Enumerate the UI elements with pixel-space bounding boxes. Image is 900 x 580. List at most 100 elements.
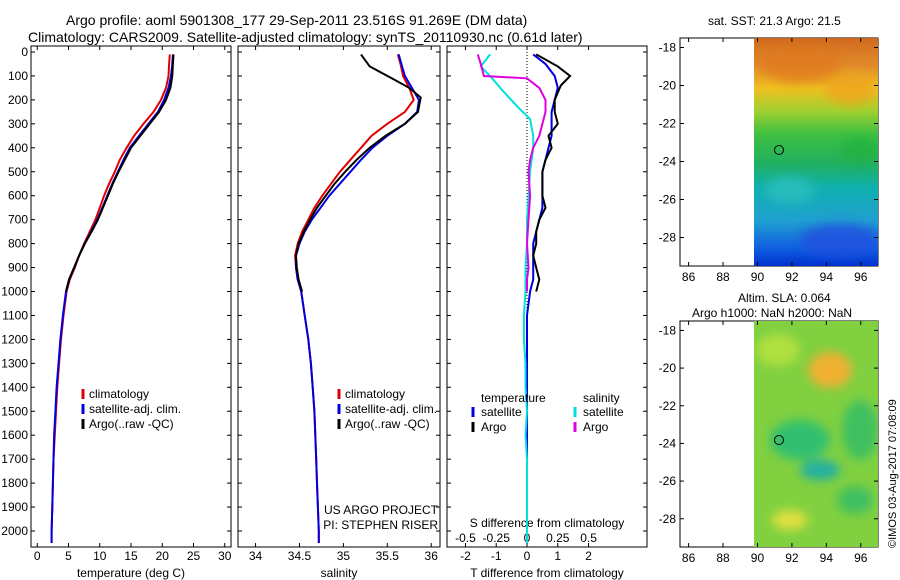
y-tick-label: 1700 [1,452,28,466]
map-y-tick-label: -20 [659,79,677,93]
x-tick-label: 25 [187,549,201,563]
x-tick-label: 0 [524,549,531,563]
series-argo [65,54,175,292]
y-tick-label: 1800 [1,476,28,490]
y-tick-label: 600 [8,189,28,203]
x-tick-label: 35 [337,549,351,563]
x-tick-label: 1 [554,549,561,563]
x-tick-label: 34.5 [288,549,312,563]
panel-frame [446,45,648,548]
temperature-panel: 0100200300400500600700800900100011001200… [1,45,231,580]
y-tick-label: 500 [8,165,28,179]
y-tick-label: 1300 [1,356,28,370]
map-x-tick-label: 90 [751,551,765,565]
map-x-tick-label: 86 [682,551,696,565]
map-y-tick-label: -24 [659,155,677,169]
series-t-argo [532,53,572,292]
map-y-tick-label: -22 [659,117,677,131]
map-x-tick-label: 88 [716,551,730,565]
legend-label: satellite-adj. clim. [345,402,437,416]
series-s-satellite [479,53,535,543]
s-tick-label: -0.25 [483,531,511,545]
legend-heading-salinity: salinity [583,391,620,405]
x-tick-label: 30 [218,549,232,563]
footer-stamp: ©IMOS 03-Aug-2017 07:08:09 [887,399,899,548]
map-y-tick-label: -26 [659,474,677,488]
title-line-2: Climatology: CARS2009. Satellite-adjuste… [28,29,583,45]
x-tick-label: 20 [156,549,170,563]
difference-panel: -2 -1 0 1 2 T difference from climatology -0.5… [446,45,648,580]
series-s-argo [476,54,547,292]
map-x-tick-label: 92 [785,270,799,284]
legend-label: satellite [583,405,624,419]
legend-heading-temperature: temperature [481,391,546,405]
x-tick-label: 34 [249,549,263,563]
map-x-tick-label: 92 [785,551,799,565]
credit-text: PI: STEPHEN RISER [323,518,438,532]
legend-label: climatology [89,387,149,401]
y-tick-label: 200 [8,93,28,107]
legend-label: climatology [345,387,405,401]
sst-map-title: sat. SST: 21.3 Argo: 21.5 [708,14,841,28]
s-axis-label: S difference from climatology [470,516,625,530]
map-y-tick-label: -18 [659,41,677,55]
x-tick-label: 10 [93,549,107,563]
y-tick-label: 1100 [2,308,28,322]
legend-label: Argo [481,420,507,434]
map-x-tick-label: 94 [820,551,834,565]
x-tick-label: 35.5 [376,549,400,563]
s-tick-label: -0.5 [455,531,476,545]
sst-argo-marker [774,145,784,155]
sst-map: sat. SST: 21.3 Argo: 21.5 86 88 90 92 94 96 -1… [659,14,879,284]
y-tick-label: 400 [8,141,28,155]
y-tick-label: 100 [8,69,28,83]
x-tick-label: -2 [460,549,471,563]
map-y-tick-label: -26 [659,193,677,207]
y-tick-label: 1400 [1,380,28,394]
legend-label: satellite [481,405,522,419]
y-tick-label: 1200 [1,332,28,346]
y-tick-label: 900 [8,261,28,275]
sla-map-title: Altim. SLA: 0.064 [738,291,831,305]
panel-frame [30,45,232,548]
x-axis-label: T difference from climatology [470,566,624,580]
map-y-tick-label: -24 [659,436,677,450]
y-tick-label: 700 [8,213,28,227]
map-x-tick-label: 94 [820,270,834,284]
y-tick-label: 1500 [1,404,28,418]
x-axis-label: temperature (deg C) [77,566,185,580]
x-tick-label: 2 [585,549,592,563]
map-y-tick-label: -18 [659,323,677,337]
sla-argo-marker [774,435,784,445]
x-tick-label: 0 [34,549,41,563]
s-tick-label: 0.25 [546,531,570,545]
map-y-tick-label: -28 [659,512,677,526]
x-tick-label: 15 [124,549,138,563]
legend-label: Argo(..raw -QC) [345,417,430,431]
legend-label: Argo(..raw -QC) [89,417,174,431]
y-tick-label: 1000 [1,285,28,299]
x-axis-label: salinity [321,566,358,580]
x-tick-label: -1 [491,549,502,563]
salinity-panel: 34 34.5 35 35.5 36 salinity climatologysatelli… [237,45,441,580]
y-tick-label: 0 [21,45,28,59]
panel-frame [237,45,441,548]
y-tick-label: 1600 [1,428,28,442]
title-line-1: Argo profile: aoml 5901308_177 29-Sep-20… [66,12,528,28]
series-argo [294,53,422,292]
map-x-tick-label: 96 [854,270,868,284]
y-tick-label: 300 [8,117,28,131]
y-tick-label: 800 [8,237,28,251]
s-tick-label: 0.5 [580,531,597,545]
map-x-tick-label: 90 [751,270,765,284]
map-y-tick-label: -22 [659,399,677,413]
credit-text: US ARGO PROJECT [324,503,439,517]
x-tick-label: 36 [425,549,439,563]
sla-map-subtitle: Argo h1000: NaN h2000: NaN [692,306,852,320]
series-t-satellite [526,53,559,543]
x-tick-label: 5 [65,549,72,563]
map-x-tick-label: 96 [854,551,868,565]
legend-label: satellite-adj. clim. [89,402,181,416]
y-tick-label: 1900 [1,500,28,514]
